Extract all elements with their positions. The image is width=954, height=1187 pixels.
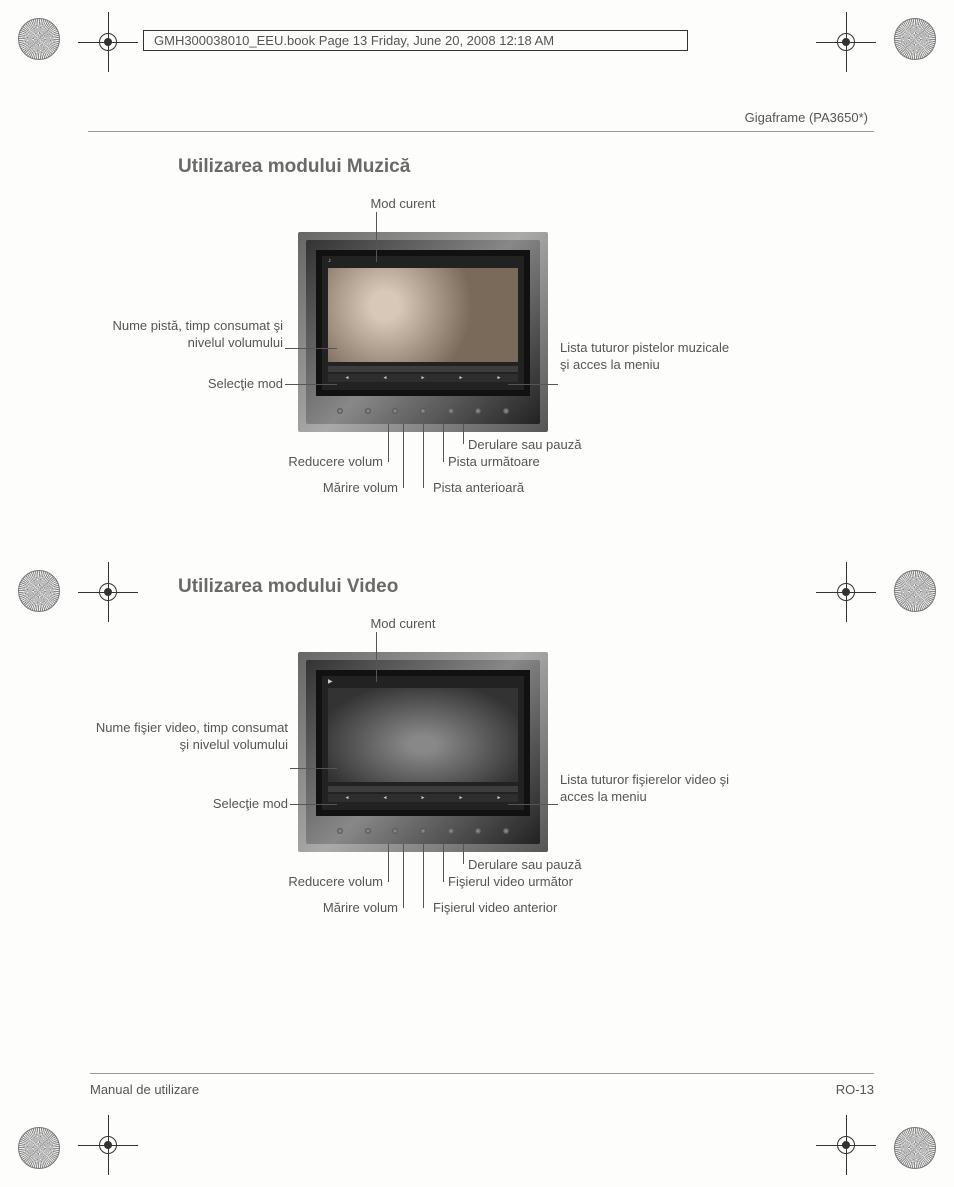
device-frame: ▶ ◄◄►►► bbox=[298, 652, 548, 852]
footer-right: RO-13 bbox=[836, 1082, 874, 1097]
callout-prev-track: Pista anterioară bbox=[433, 480, 524, 497]
product-label: Gigaframe (PA3650*) bbox=[88, 110, 874, 132]
device-button bbox=[337, 408, 343, 414]
device-button bbox=[420, 828, 426, 834]
callout-mod-curent: Mod curent bbox=[343, 616, 463, 633]
registration-circle bbox=[894, 1127, 936, 1169]
callout-vol-down: Reducere volum bbox=[263, 874, 383, 891]
callout-video-list: Lista tuturor fişierelor video şi acces … bbox=[560, 772, 740, 806]
callout-select-mode: Selecţie mod bbox=[88, 376, 283, 393]
device-button bbox=[475, 828, 481, 834]
device-button bbox=[448, 828, 454, 834]
callout-play-pause: Derulare sau pauză bbox=[468, 857, 581, 874]
device-button bbox=[448, 408, 454, 414]
callout-next-video: Fişierul video următor bbox=[448, 874, 573, 891]
callout-select-mode: Selecţie mod bbox=[88, 796, 288, 813]
device-frame: ♪ ◄◄►►► bbox=[298, 232, 548, 432]
book-header: GMH300038010_EEU.book Page 13 Friday, Ju… bbox=[143, 30, 688, 51]
device-button bbox=[503, 408, 509, 414]
callout-vol-down: Reducere volum bbox=[263, 454, 383, 471]
callout-next-track: Pista următoare bbox=[448, 454, 540, 471]
footer-left: Manual de utilizare bbox=[90, 1082, 199, 1097]
device-button bbox=[365, 408, 371, 414]
device-button bbox=[392, 408, 398, 414]
callout-track-info: Nume pistă, timp consumat şi nivelul vol… bbox=[88, 318, 283, 352]
music-diagram: ♪ ◄◄►►► Mod curent Nume pistă, timp cons… bbox=[88, 196, 874, 556]
device-button bbox=[420, 408, 426, 414]
section-title-music: Utilizarea modului Muzică bbox=[178, 156, 874, 178]
callout-mod-curent: Mod curent bbox=[343, 196, 463, 213]
device-button bbox=[365, 828, 371, 834]
video-diagram: ▶ ◄◄►►► Mod curent Nume fişier video, ti… bbox=[88, 616, 874, 976]
registration-circle bbox=[894, 18, 936, 60]
device-button bbox=[337, 828, 343, 834]
callout-track-list: Lista tuturor pistelor muzicale şi acces… bbox=[560, 340, 740, 374]
callout-video-info: Nume fişier video, timp consumat şi nive… bbox=[88, 720, 288, 754]
callout-vol-up: Mărire volum bbox=[283, 480, 398, 497]
device-button bbox=[392, 828, 398, 834]
registration-circle bbox=[18, 1127, 60, 1169]
registration-circle bbox=[894, 570, 936, 612]
page-footer: Manual de utilizare RO-13 bbox=[90, 1073, 874, 1097]
callout-play-pause: Derulare sau pauză bbox=[468, 437, 581, 454]
registration-circle bbox=[18, 570, 60, 612]
device-button bbox=[503, 828, 509, 834]
section-title-video: Utilizarea modului Video bbox=[178, 576, 874, 598]
callout-prev-video: Fişierul video anterior bbox=[433, 900, 557, 917]
callout-vol-up: Mărire volum bbox=[283, 900, 398, 917]
device-button bbox=[475, 408, 481, 414]
registration-circle bbox=[18, 18, 60, 60]
